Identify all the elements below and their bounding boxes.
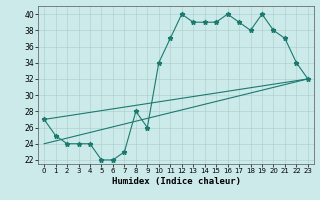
X-axis label: Humidex (Indice chaleur): Humidex (Indice chaleur) <box>111 177 241 186</box>
